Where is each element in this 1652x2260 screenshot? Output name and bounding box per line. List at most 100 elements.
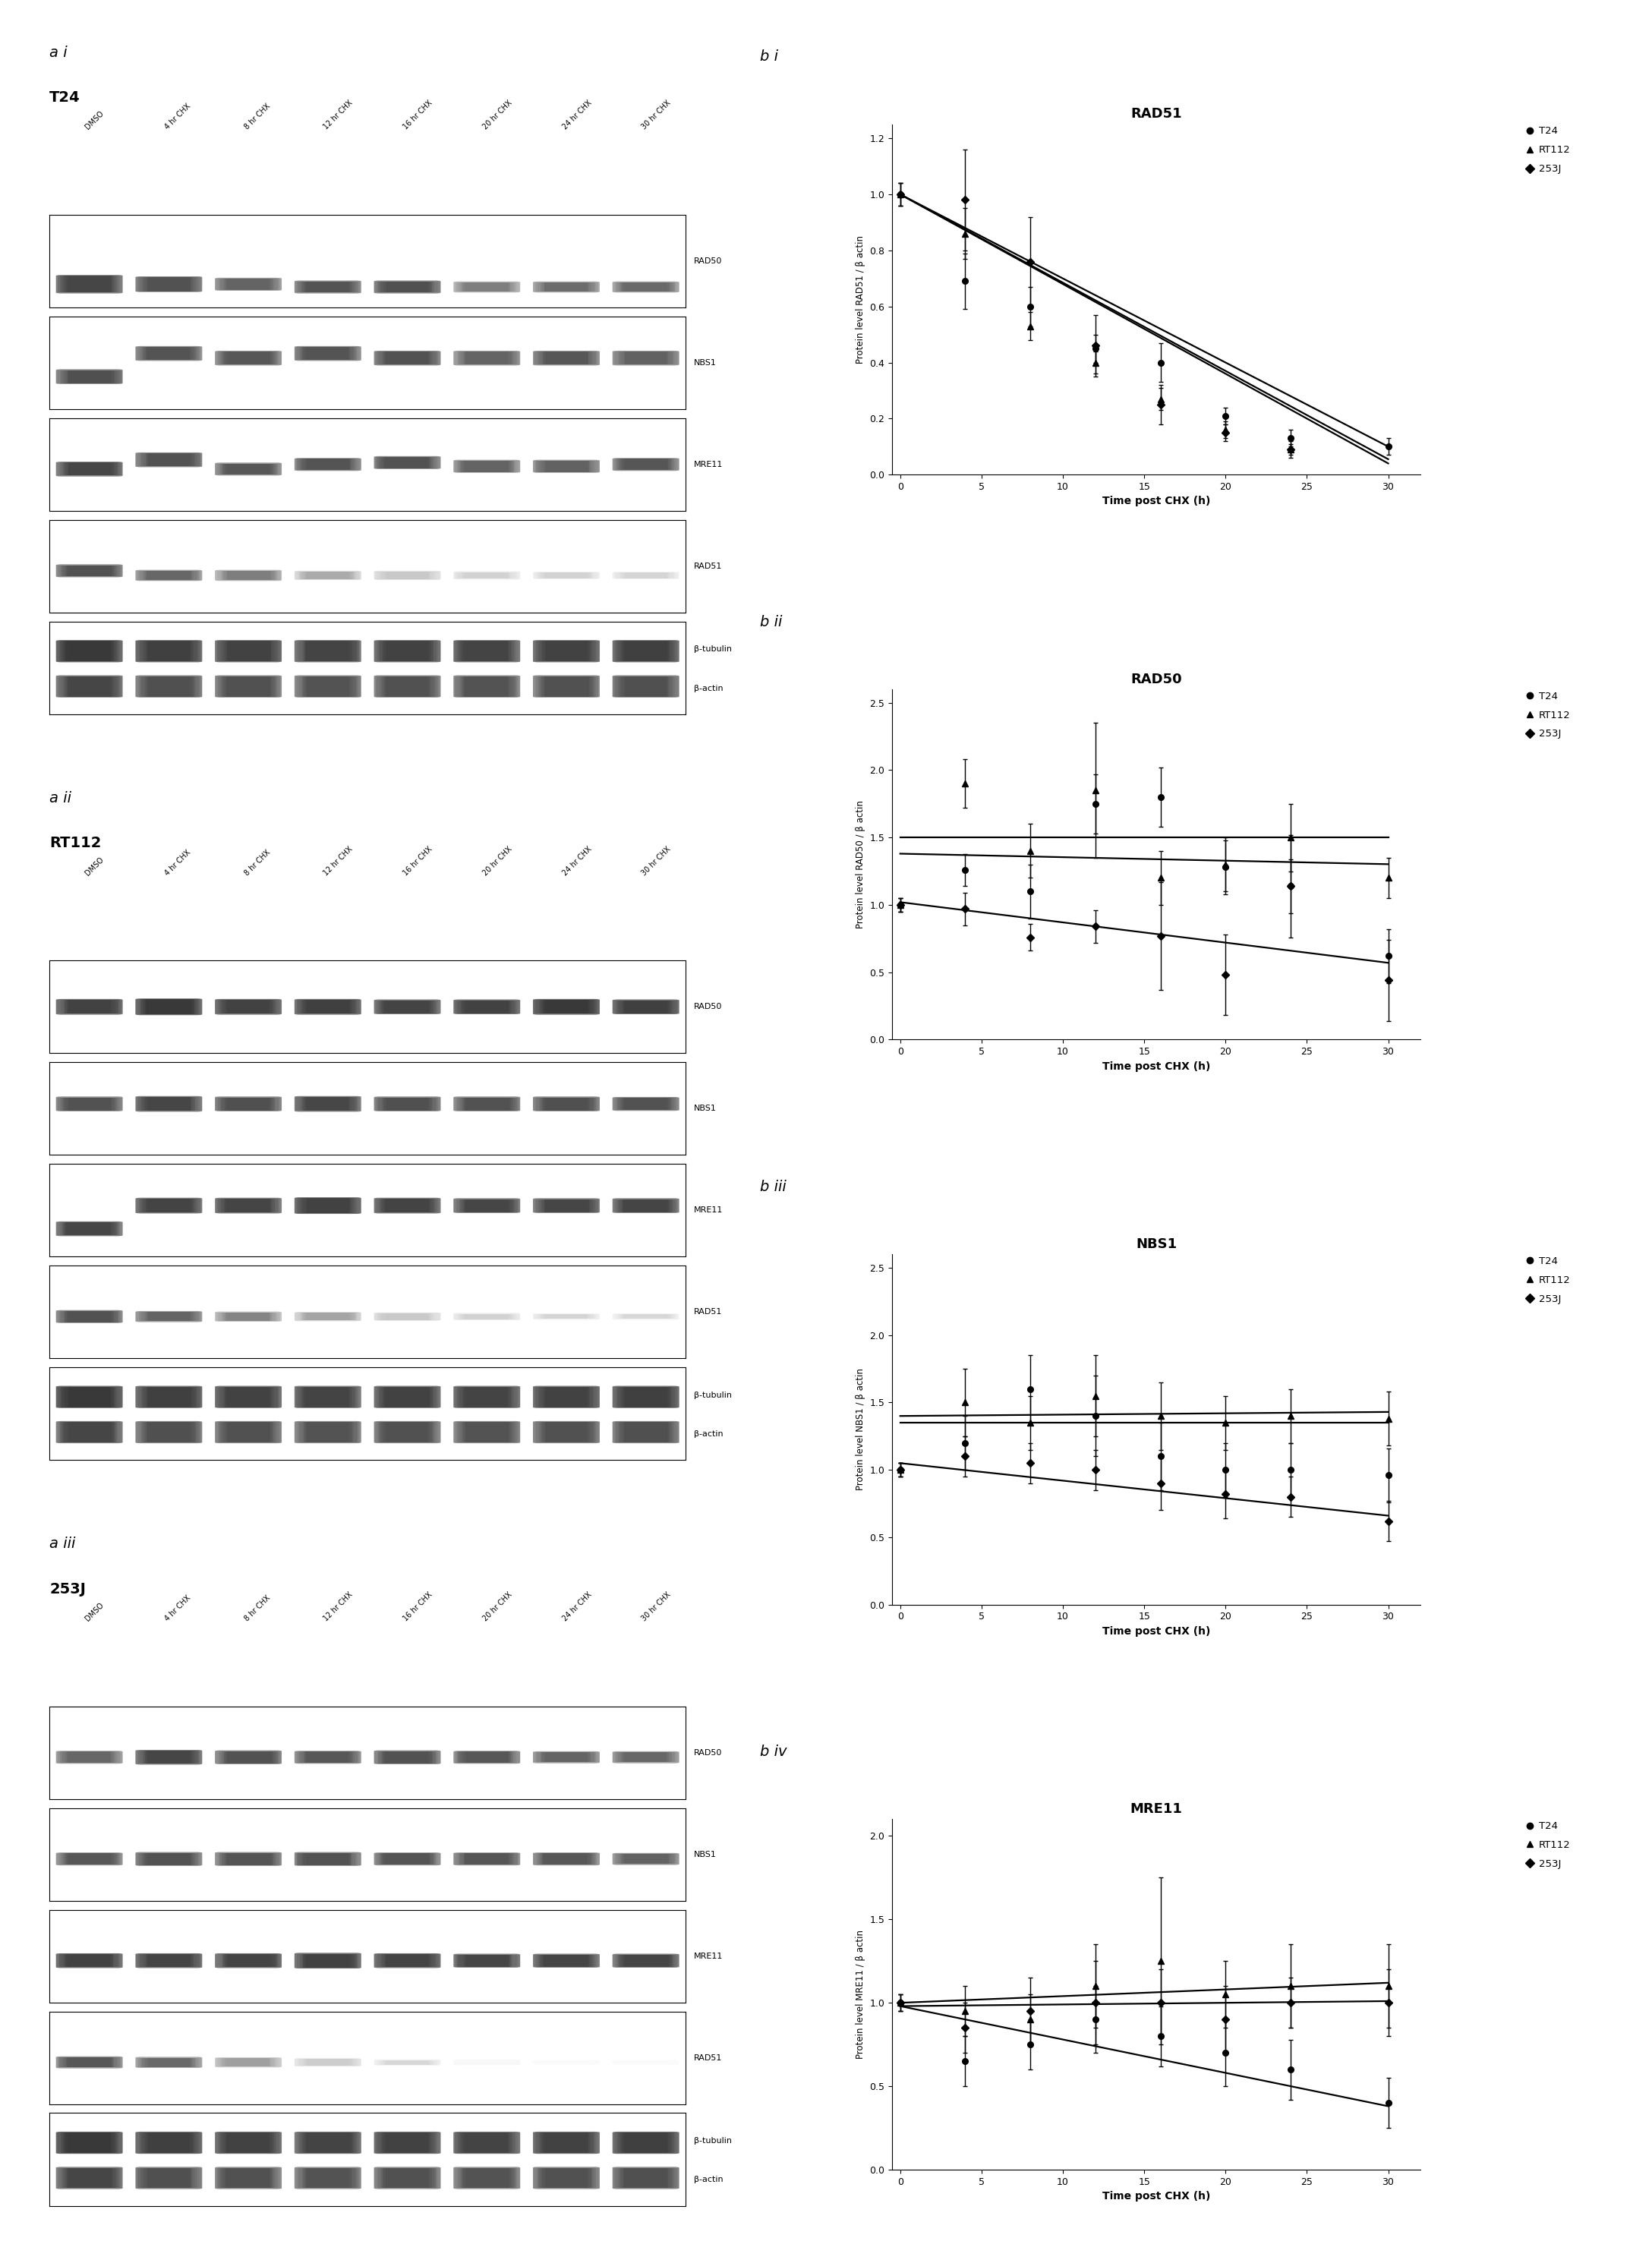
Bar (220, 353, 273, 364)
Bar (615, 1098, 669, 1110)
Bar (140, 676, 195, 696)
Bar (539, 1853, 593, 1864)
Bar (380, 1001, 433, 1012)
Bar (59, 1311, 112, 1322)
Bar (221, 676, 276, 696)
Bar (615, 2061, 669, 2063)
Text: 4 hr CHX: 4 hr CHX (164, 1593, 192, 1623)
Bar (135, 1198, 190, 1214)
Bar (378, 2061, 433, 2066)
Bar (135, 1955, 190, 1966)
Bar (464, 676, 519, 696)
Bar (306, 348, 360, 359)
Bar (149, 1198, 202, 1214)
Bar (463, 353, 517, 364)
Bar (142, 2133, 197, 2154)
Bar (66, 1223, 121, 1236)
Bar (61, 999, 116, 1015)
Bar (616, 1315, 671, 1320)
Bar (144, 999, 197, 1015)
Bar (464, 2133, 519, 2154)
Bar (454, 1955, 509, 1966)
Bar (56, 1955, 111, 1966)
Bar (380, 642, 433, 662)
Bar (223, 463, 278, 475)
Bar (464, 461, 519, 472)
Bar (140, 1388, 195, 1408)
Bar (137, 1096, 192, 1112)
Bar (64, 1098, 117, 1110)
Bar (618, 642, 672, 662)
Bar (63, 1422, 117, 1442)
Bar (218, 999, 273, 1015)
Bar (59, 371, 114, 384)
Bar (382, 2133, 436, 2154)
Bar (377, 2133, 430, 2154)
Bar (139, 1311, 193, 1322)
Bar (456, 1200, 510, 1211)
Bar (620, 282, 674, 292)
Bar (56, 999, 111, 1015)
Bar (463, 676, 517, 696)
Bar (454, 1388, 509, 1408)
Bar (306, 282, 360, 292)
Bar (145, 2167, 200, 2188)
Bar (215, 1098, 269, 1110)
Bar (380, 676, 434, 696)
Bar (458, 2133, 512, 2154)
Bar (461, 1422, 514, 1442)
Bar (68, 371, 122, 384)
FancyBboxPatch shape (613, 676, 679, 698)
Bar (624, 1752, 677, 1763)
Bar (135, 1388, 190, 1408)
Bar (145, 1955, 200, 1966)
Bar (139, 1752, 192, 1763)
Bar (66, 1311, 119, 1322)
Bar (544, 676, 598, 696)
Bar (63, 1223, 117, 1236)
Bar (144, 642, 198, 662)
Bar (299, 1198, 354, 1214)
Bar (140, 2057, 193, 2068)
Bar (66, 1311, 121, 1322)
Bar (383, 1752, 438, 1763)
Bar (613, 676, 666, 696)
Bar (296, 1198, 350, 1214)
Bar (623, 1422, 676, 1442)
Bar (144, 278, 198, 292)
Bar (537, 1422, 590, 1442)
Bar (299, 2133, 354, 2154)
Bar (461, 1200, 514, 1211)
Bar (218, 278, 273, 289)
Bar (620, 1752, 674, 1763)
Bar (144, 1752, 198, 1763)
Bar (304, 676, 358, 696)
Bar (539, 2133, 593, 2154)
Bar (616, 459, 669, 470)
Bar (64, 1311, 117, 1322)
Bar (137, 1388, 192, 1408)
Bar (296, 459, 350, 470)
Bar (63, 642, 117, 662)
Bar (306, 282, 360, 292)
Bar (142, 1096, 197, 1112)
Bar (223, 1198, 278, 1214)
Bar (540, 282, 593, 292)
Bar (458, 282, 512, 292)
Bar (56, 1388, 111, 1408)
Bar (463, 2133, 517, 2154)
Bar (534, 1315, 586, 1320)
Bar (375, 353, 428, 364)
Bar (215, 2059, 269, 2066)
Bar (61, 371, 116, 384)
Bar (137, 999, 190, 1015)
Bar (68, 999, 121, 1015)
Bar (615, 459, 667, 470)
Bar (66, 371, 119, 384)
Bar (223, 1422, 278, 1442)
Bar (215, 1388, 269, 1408)
Bar (299, 572, 354, 579)
Bar (147, 1198, 202, 1214)
Bar (61, 1955, 116, 1966)
Bar (380, 1001, 434, 1012)
